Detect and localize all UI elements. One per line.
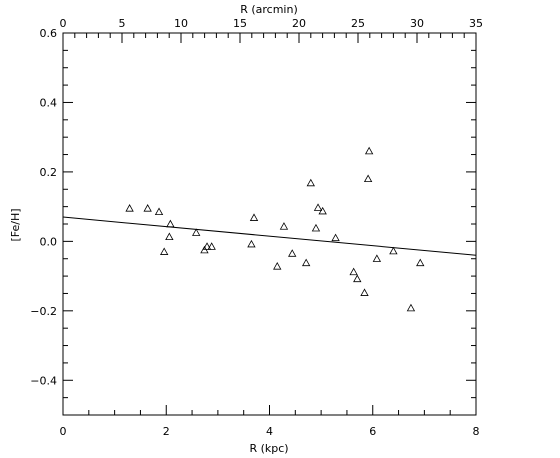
data-point xyxy=(160,247,169,255)
x2-tick-label: 0 xyxy=(60,17,67,30)
data-point xyxy=(306,178,315,187)
data-point xyxy=(360,288,369,296)
data-point xyxy=(349,267,358,276)
x-tick-label: 2 xyxy=(163,425,170,438)
data-points xyxy=(125,146,425,312)
data-point xyxy=(154,207,164,216)
x-tick-label: 0 xyxy=(60,425,67,438)
data-point xyxy=(372,254,382,262)
data-point xyxy=(202,242,212,250)
x2-tick-label: 10 xyxy=(174,17,188,30)
data-point xyxy=(406,303,416,312)
data-point xyxy=(318,206,327,215)
data-point xyxy=(143,204,152,212)
data-point xyxy=(363,174,373,183)
y-tick-label: −0.4 xyxy=(30,374,57,387)
x2-tick-label: 35 xyxy=(469,17,483,30)
fit-line xyxy=(62,216,477,256)
data-point xyxy=(288,249,297,257)
plot-frame xyxy=(62,32,477,416)
top-axis-title: R (arcmin) xyxy=(240,3,298,16)
data-point xyxy=(364,146,374,155)
data-point xyxy=(192,228,201,236)
data-point xyxy=(249,213,259,221)
y-tick-label: 0.4 xyxy=(40,96,58,109)
y-tick-label: −0.2 xyxy=(30,305,57,318)
data-point xyxy=(125,204,134,212)
data-point xyxy=(353,274,362,283)
data-point xyxy=(247,239,256,248)
x-axis-title: R (kpc) xyxy=(249,442,288,455)
data-point xyxy=(165,232,174,241)
data-point xyxy=(331,233,340,242)
data-point xyxy=(311,223,321,232)
axis-ticks xyxy=(62,32,477,416)
x2-tick-label: 25 xyxy=(351,17,365,30)
y-tick-label: 0.0 xyxy=(40,235,58,248)
x2-tick-label: 5 xyxy=(119,17,126,30)
data-point xyxy=(273,262,282,270)
data-point xyxy=(301,258,311,267)
y-tick-label: 0.6 xyxy=(40,27,58,40)
y-tick-label: 0.2 xyxy=(40,166,58,179)
x2-tick-label: 20 xyxy=(292,17,306,30)
x-tick-label: 6 xyxy=(369,425,376,438)
data-point xyxy=(416,258,425,267)
data-point xyxy=(279,222,289,230)
data-point xyxy=(313,203,323,211)
tick-labels: 0 2 4 6 8 0 5 10 15 20 25 30 35 −0.4 −0.2 0.0 0.2 0.4 0.6 xyxy=(30,17,483,438)
data-point xyxy=(207,242,216,250)
data-point xyxy=(166,219,175,228)
x2-tick-label: 15 xyxy=(233,17,247,30)
x2-tick-label: 30 xyxy=(410,17,424,30)
x-tick-label: 4 xyxy=(266,425,273,438)
x-tick-label: 8 xyxy=(473,425,480,438)
y-axis-title: [Fe/H] xyxy=(9,208,22,241)
data-point xyxy=(389,246,398,255)
